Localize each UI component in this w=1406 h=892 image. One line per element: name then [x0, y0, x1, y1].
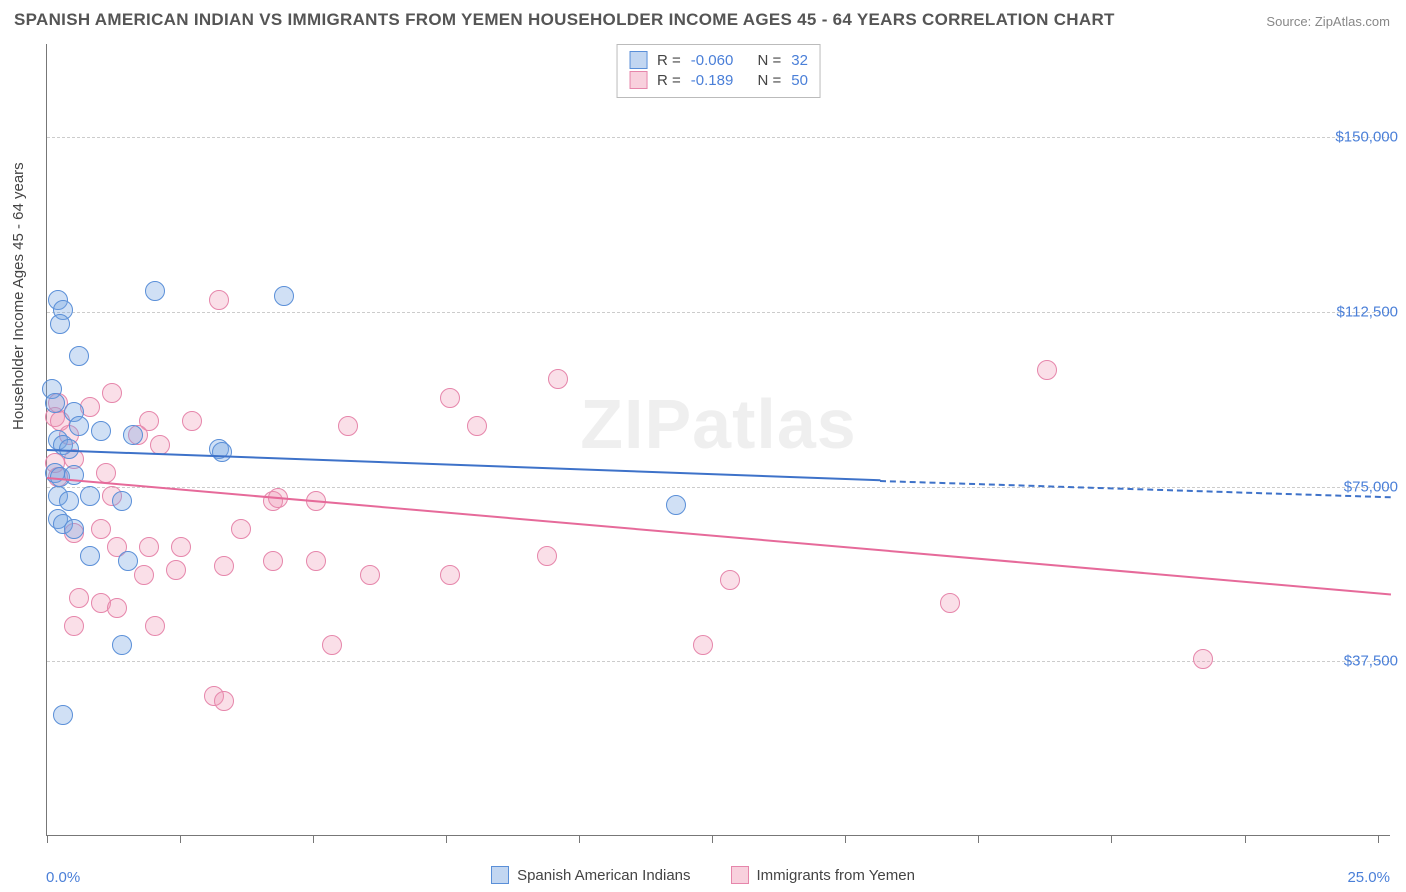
x-axis-tick [180, 835, 181, 843]
pink-data-point [182, 411, 202, 431]
legend-item-blue: Spanish American Indians [491, 866, 690, 884]
gridline [47, 312, 1390, 313]
pink-data-point [107, 598, 127, 618]
blue-data-point [118, 551, 138, 571]
stats-row-pink: R = -0.189 N = 50 [629, 71, 808, 89]
chart-title: SPANISH AMERICAN INDIAN VS IMMIGRANTS FR… [14, 10, 1115, 30]
blue-data-point [123, 425, 143, 445]
x-axis-tick [978, 835, 979, 843]
stats-row-blue: R = -0.060 N = 32 [629, 51, 808, 69]
pink-data-point [139, 537, 159, 557]
source-label: Source: [1266, 14, 1311, 29]
x-axis-tick [313, 835, 314, 843]
trend-line-blue [47, 449, 880, 481]
blue-data-point [91, 421, 111, 441]
blue-data-point [80, 546, 100, 566]
pink-data-point [440, 565, 460, 585]
pink-data-point [306, 551, 326, 571]
r-label: R = [657, 72, 681, 89]
pink-data-point [134, 565, 154, 585]
y-axis-label: Householder Income Ages 45 - 64 years [10, 162, 27, 430]
x-axis-tick [1111, 835, 1112, 843]
pink-data-point [64, 616, 84, 636]
blue-data-point [112, 491, 132, 511]
legend-label: Immigrants from Yemen [757, 867, 915, 884]
pink-data-point [537, 546, 557, 566]
x-axis-tick [1378, 835, 1379, 843]
square-icon [629, 51, 647, 69]
blue-data-point [80, 486, 100, 506]
pink-data-point [693, 635, 713, 655]
correlation-stats-box: R = -0.060 N = 32 R = -0.189 N = 50 [616, 44, 821, 98]
pink-data-point [145, 616, 165, 636]
plot-area: ZIPatlas R = -0.060 N = 32 R = -0.189 N … [46, 44, 1390, 836]
pink-data-point [69, 588, 89, 608]
x-axis-tick [712, 835, 713, 843]
pink-data-point [440, 388, 460, 408]
square-icon [491, 866, 509, 884]
pink-data-point [102, 383, 122, 403]
y-axis-tick-label: $75,000 [1344, 478, 1398, 495]
x-axis-tick [579, 835, 580, 843]
pink-data-point [263, 551, 283, 571]
pink-data-point [940, 593, 960, 613]
legend-label: Spanish American Indians [517, 867, 690, 884]
x-axis-tick [845, 835, 846, 843]
y-axis-tick-label: $150,000 [1335, 129, 1398, 146]
r-label: R = [657, 52, 681, 69]
blue-data-point [69, 346, 89, 366]
pink-data-point [171, 537, 191, 557]
pink-data-point [338, 416, 358, 436]
square-icon [731, 866, 749, 884]
pink-data-point [231, 519, 251, 539]
blue-data-point [64, 519, 84, 539]
pink-data-point [1193, 649, 1213, 669]
x-axis-tick [1245, 835, 1246, 843]
r-value: -0.189 [691, 72, 734, 89]
series-legend: Spanish American Indians Immigrants from… [0, 866, 1406, 884]
pink-data-point [209, 290, 229, 310]
pink-data-point [150, 435, 170, 455]
pink-data-point [467, 416, 487, 436]
correlation-chart: SPANISH AMERICAN INDIAN VS IMMIGRANTS FR… [0, 0, 1406, 892]
blue-data-point [212, 442, 232, 462]
pink-data-point [548, 369, 568, 389]
n-label: N = [758, 52, 782, 69]
x-axis-tick [47, 835, 48, 843]
n-label: N = [758, 72, 782, 89]
blue-data-point [69, 416, 89, 436]
y-axis-tick-label: $37,500 [1344, 653, 1398, 670]
pink-data-point [91, 519, 111, 539]
pink-data-point [166, 560, 186, 580]
blue-data-point [145, 281, 165, 301]
pink-data-point [96, 463, 116, 483]
gridline [47, 661, 1390, 662]
blue-data-point [274, 286, 294, 306]
pink-data-point [214, 691, 234, 711]
gridline [47, 487, 1390, 488]
pink-data-point [1037, 360, 1057, 380]
blue-data-point [45, 393, 65, 413]
pink-data-point [322, 635, 342, 655]
source-site: ZipAtlas.com [1315, 14, 1390, 29]
pink-data-point [360, 565, 380, 585]
trend-line-blue-dashed [880, 480, 1391, 498]
blue-data-point [53, 705, 73, 725]
watermark-text: ZIPatlas [580, 384, 856, 464]
source-attribution: Source: ZipAtlas.com [1266, 14, 1390, 29]
blue-data-point [59, 491, 79, 511]
x-axis-tick [446, 835, 447, 843]
square-icon [629, 71, 647, 89]
blue-data-point [112, 635, 132, 655]
blue-data-point [50, 314, 70, 334]
n-value: 32 [791, 52, 808, 69]
gridline [47, 137, 1390, 138]
blue-data-point [666, 495, 686, 515]
legend-item-pink: Immigrants from Yemen [731, 866, 915, 884]
n-value: 50 [791, 72, 808, 89]
y-axis-tick-label: $112,500 [1337, 303, 1398, 320]
r-value: -0.060 [691, 52, 734, 69]
pink-data-point [720, 570, 740, 590]
pink-data-point [214, 556, 234, 576]
